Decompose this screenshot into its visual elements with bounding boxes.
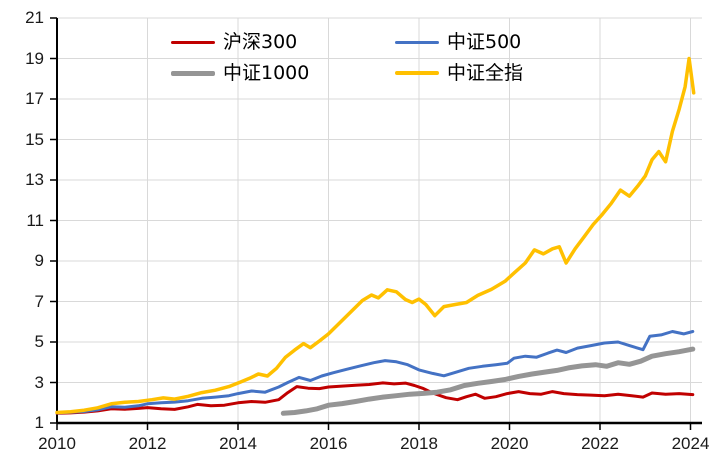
x-axis-tick-label: 2022 bbox=[581, 434, 619, 453]
legend-label-hs300: 沪深300 bbox=[223, 31, 298, 53]
y-axis-tick-label: 7 bbox=[34, 291, 44, 311]
y-axis-tick-label: 21 bbox=[25, 8, 44, 27]
y-axis-tick-label: 15 bbox=[25, 129, 44, 149]
series-line-zz500 bbox=[55, 330, 695, 415]
x-axis-tick-label: 2010 bbox=[38, 434, 76, 453]
legend-label-zz500: 中证500 bbox=[447, 31, 522, 53]
series-line-zz1000 bbox=[280, 346, 696, 416]
legend-label-zzqz: 中证全指 bbox=[447, 62, 524, 84]
legend-line-swatch-hs300 bbox=[171, 40, 215, 44]
y-axis-tick-label: 17 bbox=[25, 89, 44, 108]
x-axis-tick-label: 2016 bbox=[309, 434, 348, 453]
legend-item-zz1000: 中证1000 bbox=[171, 61, 309, 85]
legend-item-hs300: 沪深300 bbox=[171, 30, 297, 54]
legend-item-zz500: 中证500 bbox=[395, 30, 521, 54]
x-axis-tick-label: 2018 bbox=[400, 434, 438, 453]
legend-item-zzqz: 中证全指 bbox=[395, 61, 523, 85]
series-line-hs300 bbox=[55, 381, 695, 415]
series-line-zzqz bbox=[55, 56, 696, 415]
x-axis-tick-label: 2024 bbox=[671, 434, 710, 453]
y-axis-tick-label: 5 bbox=[34, 332, 44, 351]
legend-line-swatch-zz500 bbox=[395, 40, 439, 44]
x-axis-tick-label: 2014 bbox=[219, 434, 257, 453]
legend-line-swatch-zz1000 bbox=[171, 70, 215, 76]
y-axis-tick-label: 1 bbox=[34, 413, 44, 432]
x-axis-tick-label: 2020 bbox=[490, 434, 529, 453]
y-axis-tick-label: 3 bbox=[34, 372, 44, 392]
legend-line-swatch-zzqz bbox=[395, 71, 439, 75]
y-axis-tick-label: 11 bbox=[26, 210, 44, 230]
y-axis-tick-label: 13 bbox=[25, 170, 44, 189]
y-axis-tick-label: 19 bbox=[25, 48, 44, 68]
x-axis-tick-label: 2012 bbox=[128, 434, 167, 453]
y-axis-tick-label: 9 bbox=[34, 251, 44, 270]
legend-label-zz1000: 中证1000 bbox=[223, 62, 310, 84]
